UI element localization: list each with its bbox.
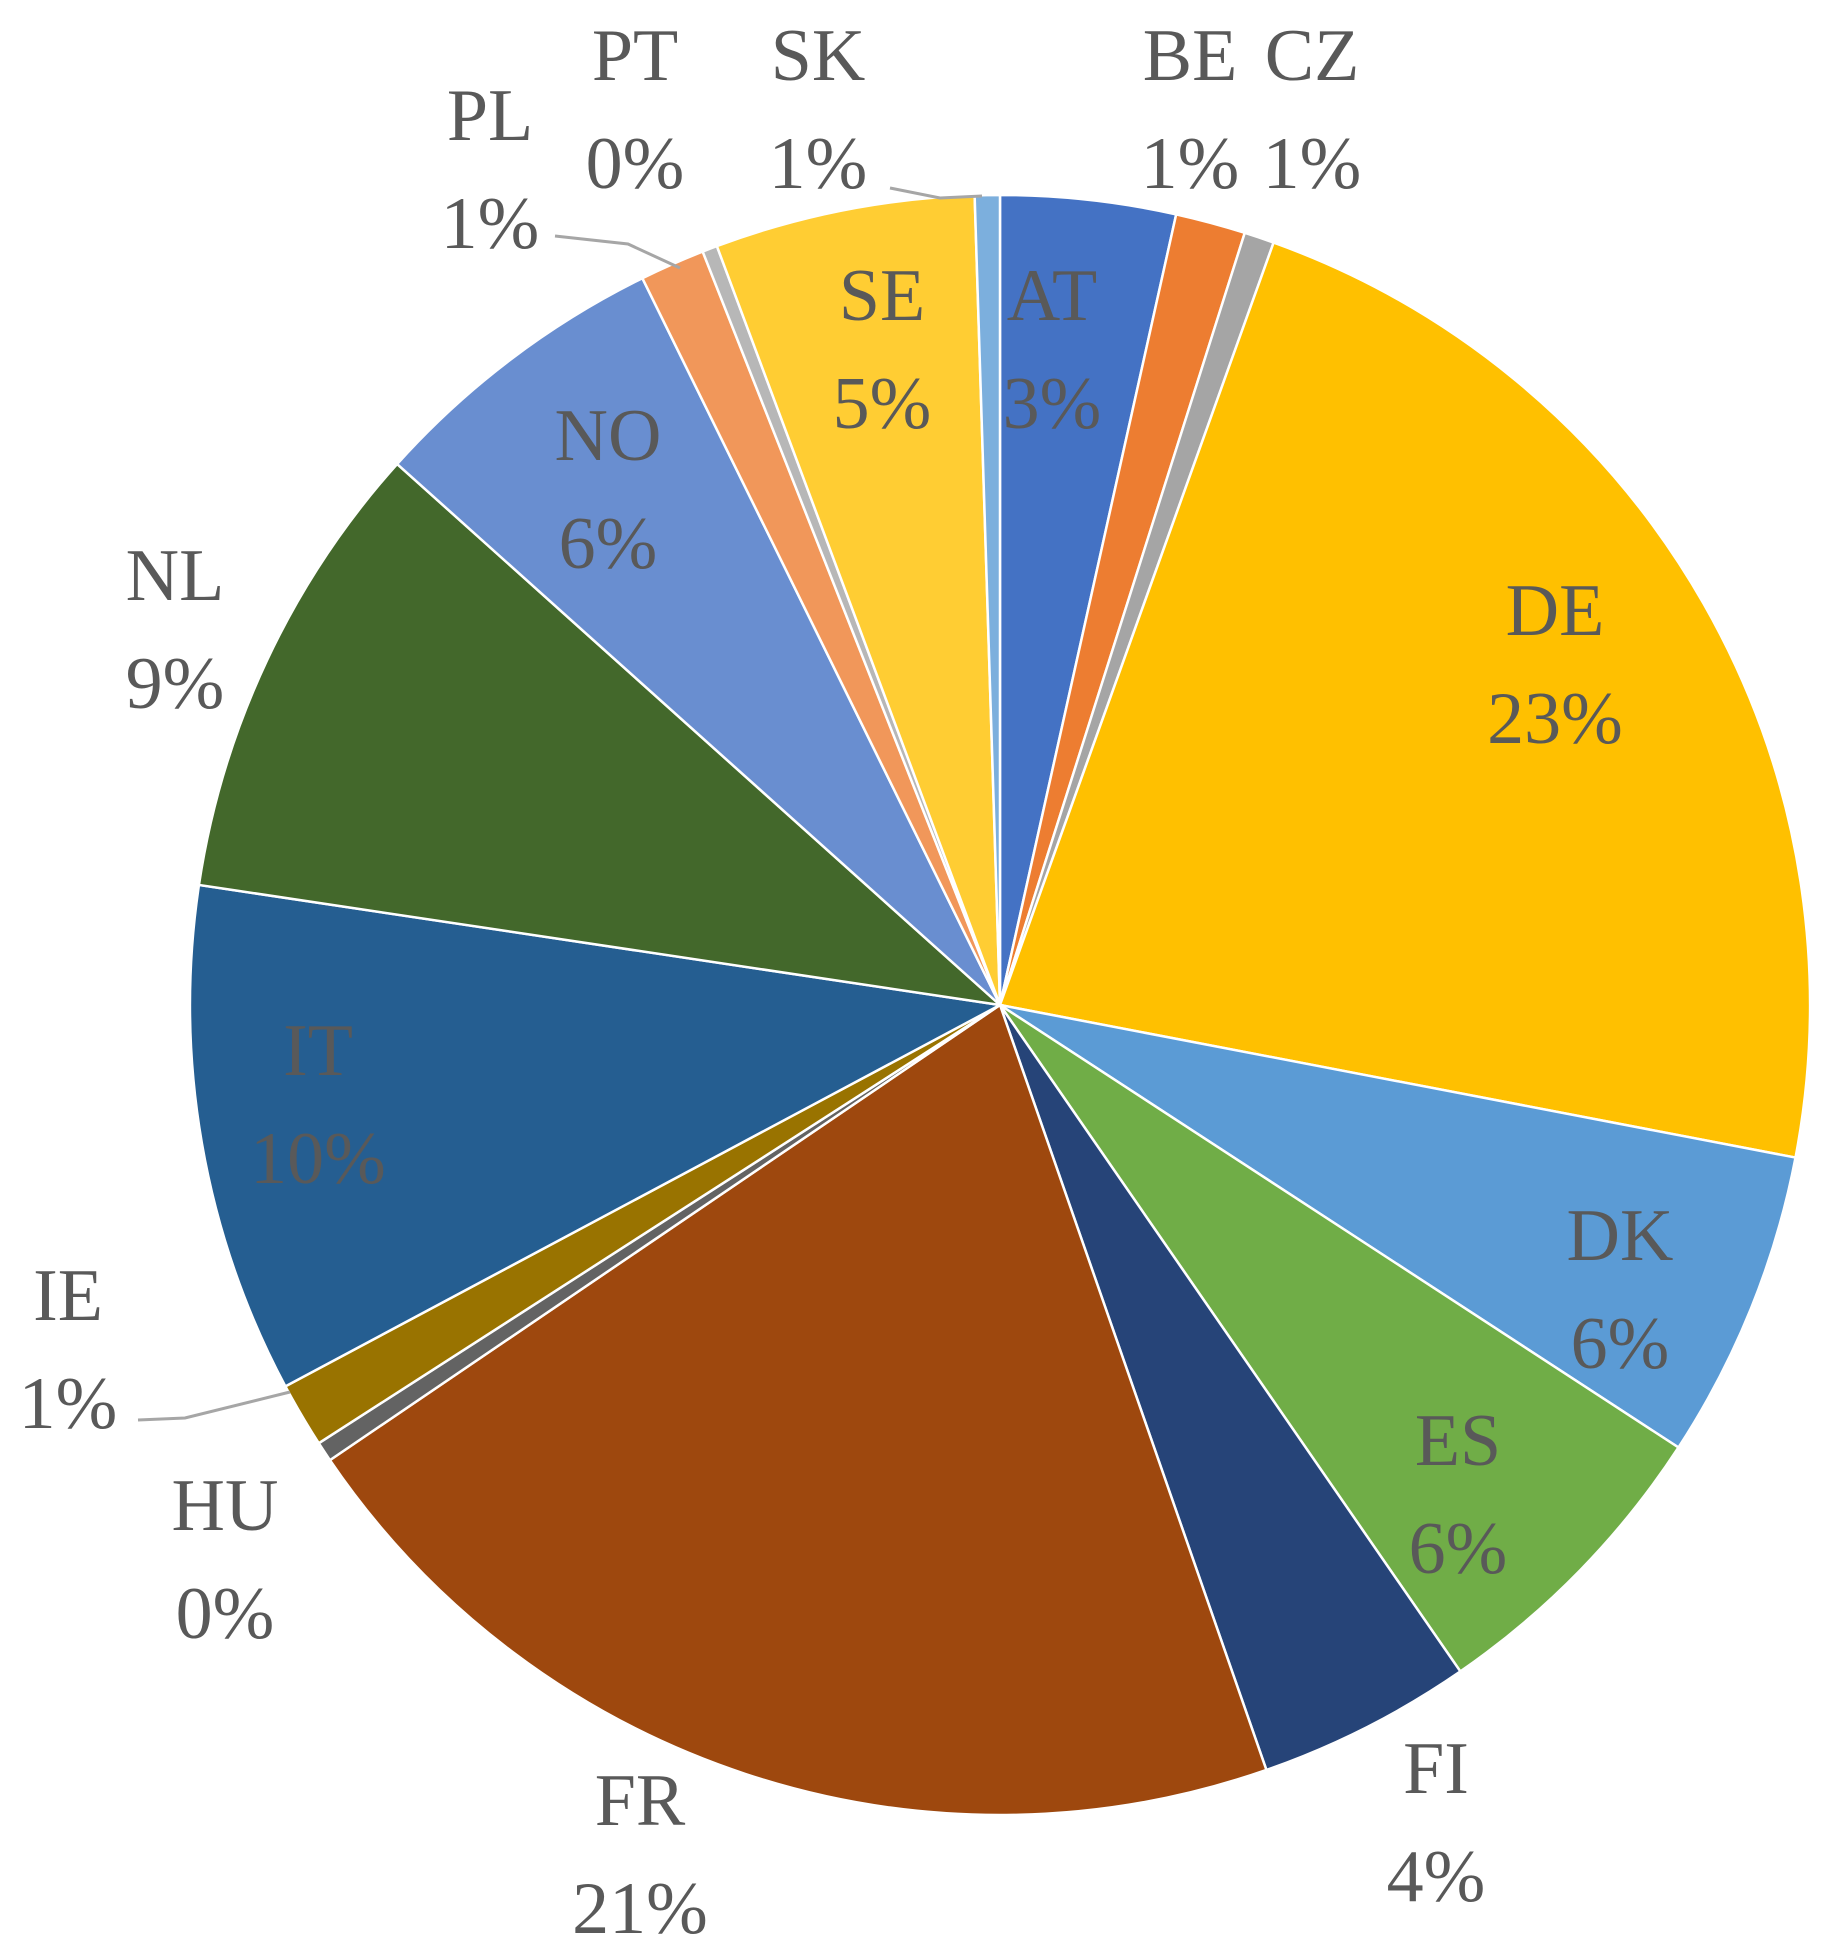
leader-line-ie	[137, 1390, 291, 1422]
slice-percent-dk: 6%	[1571, 1303, 1670, 1385]
slice-category-es: ES	[1415, 1400, 1501, 1482]
slice-percent-fi: 4%	[1387, 1836, 1486, 1918]
slice-percent-sk: 1%	[769, 123, 868, 205]
slice-percent-se: 5%	[833, 363, 932, 445]
slice-percent-ie: 1%	[19, 1363, 118, 1445]
slice-label-be: BE 1%	[1141, 15, 1240, 205]
slice-category-de: DE	[1506, 570, 1605, 652]
pie-slice-es	[998, 1003, 1681, 1674]
pie-slice-it	[188, 883, 1004, 1389]
slice-category-fr: FR	[595, 1760, 686, 1842]
slice-category-dk: DK	[1567, 1195, 1674, 1277]
slice-label-fi: FI 4%	[1387, 1728, 1486, 1918]
pie-slice-fi	[998, 1004, 1463, 1772]
slice-label-at: AT 3%	[1003, 255, 1102, 445]
slice-category-fi: FI	[1403, 1728, 1469, 1810]
slice-percent-nl: 9%	[126, 643, 225, 725]
slice-percent-at: 3%	[1003, 363, 1102, 445]
slice-category-at: AT	[1007, 255, 1097, 337]
pie-slice-dk	[999, 1003, 1797, 1450]
slice-label-cz: CZ 1%	[1263, 15, 1362, 205]
slice-category-it: IT	[283, 1010, 353, 1092]
slice-label-pt: PT 0%	[586, 15, 685, 205]
slice-label-nl: NL 9%	[126, 535, 225, 725]
slice-label-sk: SK 1%	[769, 15, 868, 205]
slice-category-ie: IE	[33, 1255, 103, 1337]
slice-percent-hu: 0%	[176, 1573, 275, 1655]
slice-label-se: SE 5%	[833, 255, 932, 445]
slice-percent-no: 6%	[559, 503, 658, 585]
slice-category-sk: SK	[771, 15, 866, 97]
slice-category-hu: HU	[172, 1465, 279, 1547]
slice-category-pt: PT	[592, 15, 678, 97]
pie-slice-nl	[197, 462, 1004, 1007]
slice-category-cz: CZ	[1265, 15, 1360, 97]
slice-category-be: BE	[1143, 15, 1238, 97]
slice-percent-cz: 1%	[1263, 123, 1362, 205]
slice-label-es: ES 6%	[1409, 1400, 1508, 1590]
slice-label-dk: DK 6%	[1567, 1195, 1674, 1385]
leader-line-pl	[554, 234, 681, 270]
slice-category-pl: PL	[447, 75, 533, 157]
pie-slice-fr	[328, 1003, 1269, 1817]
pie-slice-de	[998, 241, 1812, 1160]
slice-label-de: DE 23%	[1487, 570, 1623, 760]
slice-category-no: NO	[555, 395, 662, 477]
slice-label-pl: PL 1%	[441, 75, 540, 265]
slice-category-nl: NL	[126, 535, 225, 617]
slice-percent-be: 1%	[1141, 123, 1240, 205]
slice-percent-pt: 0%	[586, 123, 685, 205]
slice-percent-de: 23%	[1487, 678, 1623, 760]
slice-label-it: IT 10%	[250, 1010, 386, 1200]
slice-category-se: SE	[839, 255, 925, 337]
slice-label-hu: HU 0%	[172, 1465, 279, 1655]
slice-label-no: NO 6%	[555, 395, 662, 585]
slice-label-fr: FR 21%	[572, 1760, 708, 1950]
slice-percent-es: 6%	[1409, 1508, 1508, 1590]
pie-slice-no	[395, 276, 1002, 1006]
slice-percent-it: 10%	[250, 1118, 386, 1200]
slice-percent-fr: 21%	[572, 1868, 708, 1950]
slice-label-ie: IE 1%	[19, 1255, 118, 1445]
leader-line-sk	[889, 186, 983, 200]
slice-percent-pl: 1%	[441, 183, 540, 265]
